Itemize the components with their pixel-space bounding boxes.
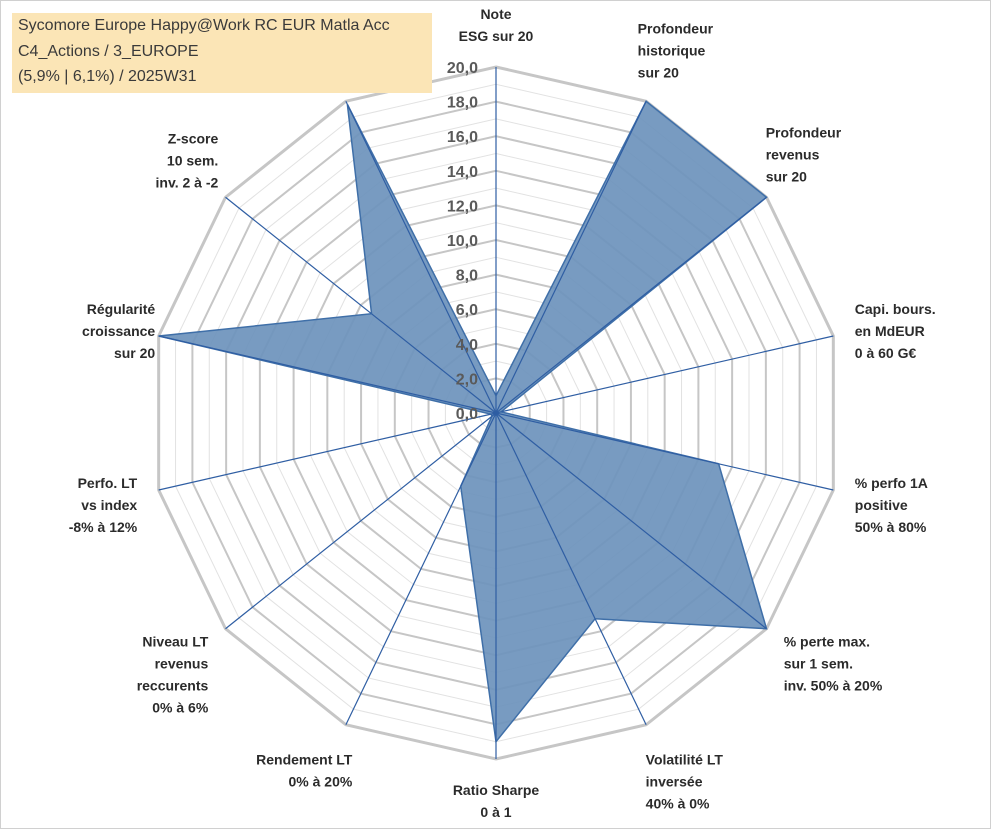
data-point [346, 103, 348, 105]
axis-spoke [345, 412, 497, 725]
axis-spoke [158, 412, 497, 491]
data-point [495, 395, 497, 397]
axis-label: Profondeur historique sur 20 [638, 20, 714, 80]
axis-spoke [158, 335, 497, 414]
axis-label: % perte max. sur 1 sem. inv. 50% à 20% [784, 633, 883, 693]
axis-spoke [495, 412, 834, 491]
tick-label: 4,0 [456, 337, 478, 354]
tick-label: 10,0 [447, 233, 478, 250]
tick-label: 14,0 [447, 164, 478, 181]
tick-label: 18,0 [447, 95, 478, 112]
tick-label: 6,0 [456, 302, 478, 319]
data-point [718, 463, 720, 465]
axis-label: Profondeur revenus sur 20 [766, 125, 842, 185]
axis-spoke [495, 196, 767, 414]
axis-label: Capi. bours. en MdEUR 0 à 60 G€ [855, 301, 936, 361]
axis-spoke [495, 101, 647, 414]
axis-label: Ratio Sharpe 0 à 1 [453, 782, 540, 820]
data-point [490, 413, 492, 415]
tick-label: 0,0 [456, 406, 478, 423]
axis-label: Perfo. LT vs index -8% à 12% [69, 475, 138, 535]
axis-spoke [345, 101, 497, 414]
axis-label: Note ESG sur 20 [459, 6, 534, 44]
axis-label: Rendement LT 0% à 20% [256, 752, 353, 790]
data-point [645, 100, 647, 102]
tick-label: 8,0 [456, 268, 478, 285]
data-point [500, 411, 502, 413]
data-point [491, 415, 493, 417]
axis-label: Volatilité LT inversée 40% à 0% [646, 752, 724, 812]
data-point [371, 313, 373, 315]
tick-label: 2,0 [456, 371, 478, 388]
tick-label: 12,0 [447, 198, 478, 215]
data-point [495, 741, 497, 743]
axis-spoke [495, 412, 647, 725]
axis-label: Z-score 10 sem. inv. 2 à -2 [156, 131, 219, 191]
data-point [594, 618, 596, 620]
chart-title-line-2: C4_Actions / 3_EUROPE [18, 43, 199, 60]
axis-spoke [225, 196, 497, 414]
data-point [766, 196, 768, 198]
tick-label: 20,0 [447, 60, 478, 77]
title-box: Sycomore Europe Happy@Work RC EUR Matla … [12, 13, 432, 93]
tick-label: 16,0 [447, 129, 478, 146]
chart-title-line-1: Sycomore Europe Happy@Work RC EUR Matla … [18, 17, 390, 34]
data-point [158, 335, 160, 337]
axis-label: Niveau LT revenus reccurents 0% à 6% [137, 633, 209, 715]
data-point [460, 485, 462, 487]
axis-spoke [495, 412, 767, 630]
axis-spoke [495, 335, 834, 414]
axis-spoke [225, 412, 497, 630]
axis-label: % perfo 1A positive 50% à 80% [855, 475, 928, 535]
chart-title-line-3: (5,9% | 6,1%) / 2025W31 [18, 68, 197, 85]
axis-label: Régularité croissance sur 20 [82, 301, 155, 361]
data-point [766, 628, 768, 630]
